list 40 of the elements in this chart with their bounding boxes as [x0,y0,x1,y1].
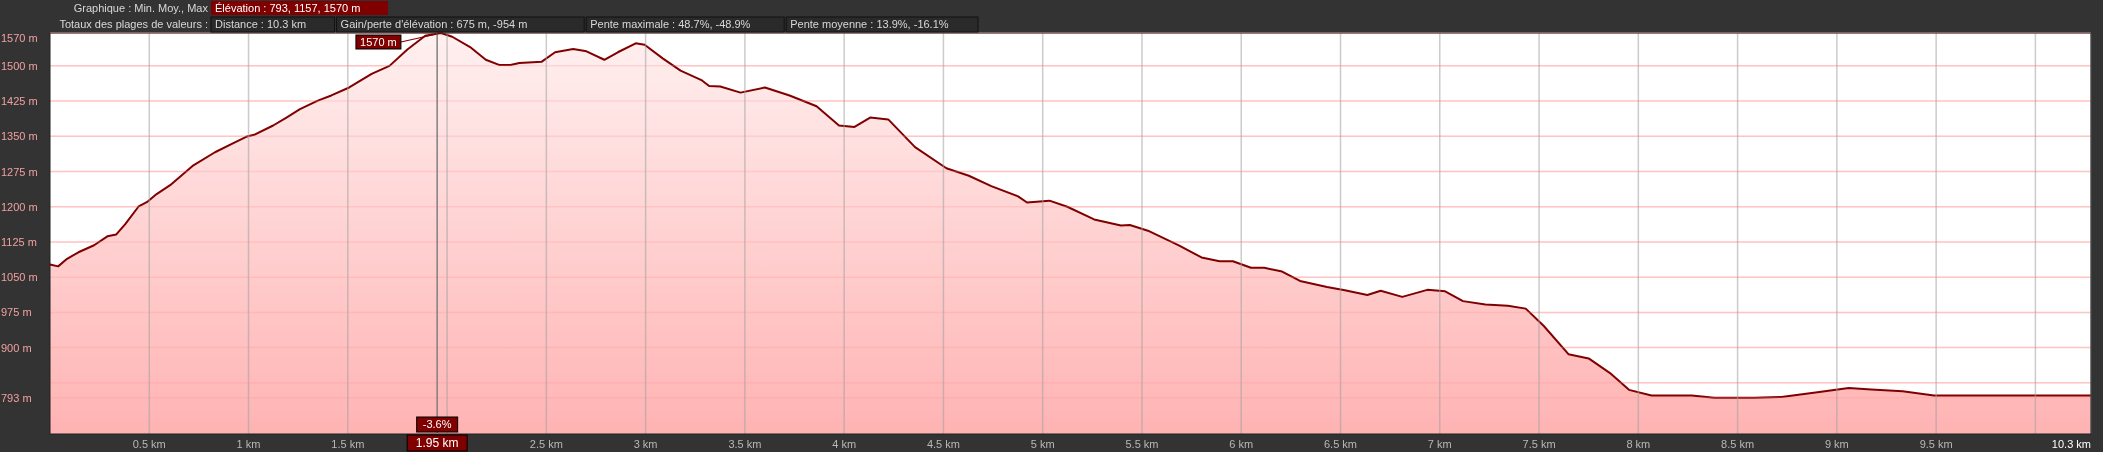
x-tick-label: 2.5 km [529,438,563,450]
y-tick-label: 975 m [1,306,32,319]
x-tick-label: 8.5 km [1721,438,1755,450]
x-tick-label: 1.5 km [331,438,365,450]
y-tick-label: 1275 m [1,165,38,178]
text: Gain/perte d'élévation : 675 m, -954 m [340,18,528,30]
y-tick-label: 1570 m [1,32,38,44]
x-tick-label: 5.5 km [1125,438,1159,450]
x-tick-label: 4.5 km [926,438,960,450]
ref-line-label: 1.95 km [415,436,459,450]
y-tick-label: 1050 m [1,271,38,284]
x-tick-label: 7.5 km [1522,438,1556,450]
annotation: 1570 m [360,36,397,48]
x-tick-label: 3.5 km [728,438,762,450]
text: Totaux des plages de valeurs : [59,18,208,30]
x-tick-label: 7 km [1427,438,1452,450]
text: Distance : 10.3 km [215,18,307,30]
x-tick-label: 8 km [1626,438,1651,450]
y-tick-label: 1500 m [1,59,38,72]
x-tick-label: 9 km [1824,438,1849,450]
x-tick-label: 6 km [1229,438,1254,450]
x-tick-label: 5 km [1030,438,1055,450]
text: Pente moyenne : 13.9%, -16.1% [790,18,949,30]
chart-title: Graphique : Min. Moy., Max [73,2,209,14]
x-tick-label: 1 km [236,438,261,450]
annotation: -3.6% [422,418,452,430]
y-tick-label: 1200 m [1,200,38,213]
y-tick-label: 1425 m [1,95,38,108]
x-tick-label: 6.5 km [1324,438,1358,450]
y-tick-label: 793 m [1,391,32,404]
text: Élévation : 793, 1157, 1570 m [215,2,361,14]
y-tick-label: 1125 m [1,235,37,248]
y-tick-label: 900 m [1,341,32,354]
x-tick-label: 10.3 km [2051,438,2091,450]
x-tick-label: 9.5 km [1919,438,1953,450]
text: Pente maximale : 48.7%, -48.9% [590,18,751,30]
y-tick-label: 1350 m [1,130,38,143]
x-tick-label: 3 km [633,438,658,450]
x-tick-label: 4 km [832,438,857,450]
x-tick-label: 0.5 km [132,438,166,450]
